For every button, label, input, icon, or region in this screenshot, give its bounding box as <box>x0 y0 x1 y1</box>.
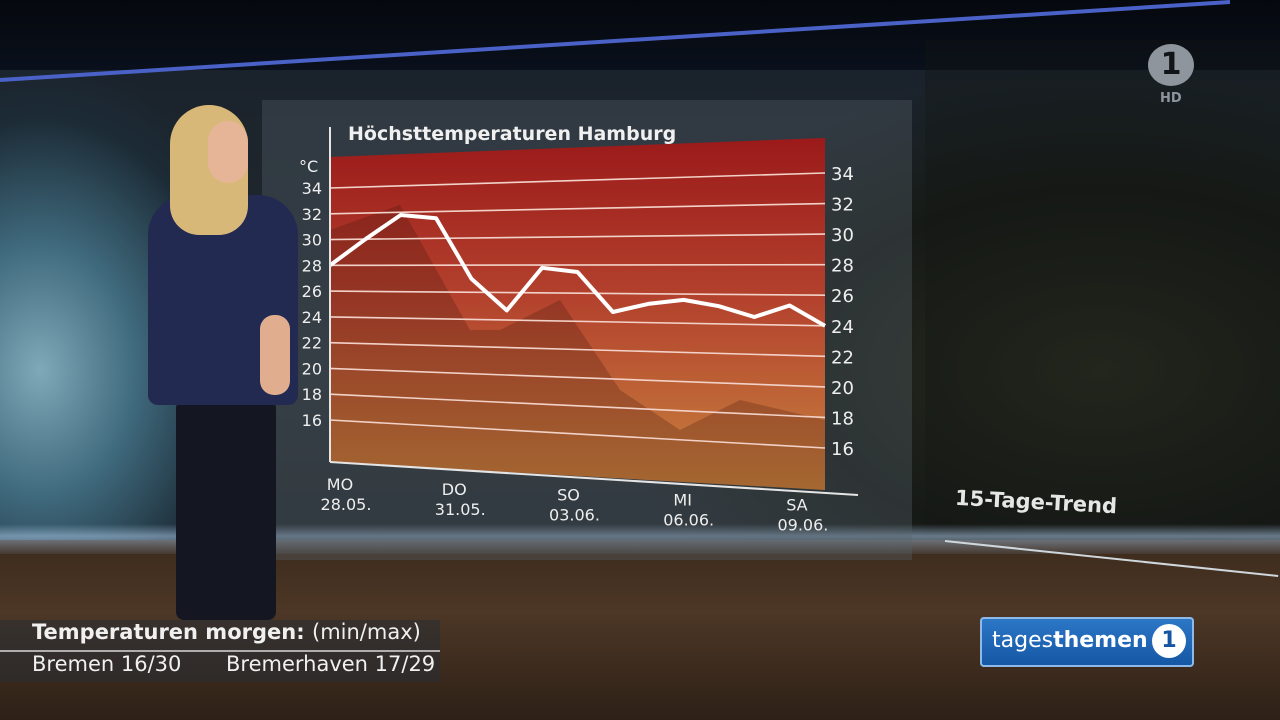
show-name-bold: themen <box>1053 628 1148 653</box>
presenter-face <box>208 121 248 183</box>
x-tick-day-2: SO <box>557 485 580 504</box>
gridline-28 <box>329 263 826 267</box>
y-tick-right-34: 34 <box>831 164 854 185</box>
y-tick-left-28: 28 <box>302 256 322 275</box>
gridline-22 <box>329 341 826 358</box>
y-tick-left-20: 20 <box>302 359 322 378</box>
gridline-32 <box>329 202 826 215</box>
y-tick-right-22: 22 <box>831 347 854 368</box>
gridline-20 <box>329 367 826 388</box>
gridline-18 <box>329 393 826 419</box>
chart-title: Höchsttemperaturen Hamburg <box>348 123 676 145</box>
gridline-24 <box>329 316 826 327</box>
chart-shadow-band <box>330 205 825 490</box>
y-tick-right-32: 32 <box>831 195 854 216</box>
x-tick-day-1: DO <box>442 480 467 499</box>
hd-label: HD <box>1160 91 1182 106</box>
x-tick-date-1: 31.05. <box>435 500 486 519</box>
x-tick-date-0: 28.05. <box>321 495 372 514</box>
y-tick-left-18: 18 <box>302 385 322 404</box>
lower-third-heading: Temperaturen morgen: <box>32 620 305 644</box>
y-tick-left-34: 34 <box>302 179 322 198</box>
y-tick-left-26: 26 <box>302 282 322 301</box>
lower-third-divider <box>0 650 440 652</box>
trend-panel <box>925 40 1280 600</box>
ard-channel-logo: 1 <box>1148 44 1194 86</box>
city-bremerhaven: Bremerhaven 17/29 <box>226 652 436 676</box>
y-tick-left-30: 30 <box>302 231 322 250</box>
x-tick-day-0: MO <box>327 475 353 494</box>
gridline-26 <box>329 290 826 297</box>
y-tick-right-28: 28 <box>831 256 854 277</box>
y-tick-right-26: 26 <box>831 286 854 307</box>
lower-third-unit: (min/max) <box>312 620 421 644</box>
y-tick-right-20: 20 <box>831 378 854 399</box>
y-tick-left-16: 16 <box>302 411 322 430</box>
y-tick-left-22: 22 <box>302 334 322 353</box>
chart-plot-area <box>330 138 825 490</box>
presenter <box>140 105 320 625</box>
y-tick-right-18: 18 <box>831 408 854 429</box>
x-tick-day-3: MI <box>673 490 692 509</box>
x-tick-day-4: SA <box>786 496 807 515</box>
tagesthemen-wordmark: tagesthemen <box>992 628 1148 653</box>
y-tick-left-32: 32 <box>302 205 322 224</box>
gridline-16 <box>329 419 826 449</box>
x-tick-date-2: 03.06. <box>549 505 600 524</box>
studio-light-line <box>0 0 1231 82</box>
y-tick-right-16: 16 <box>831 439 854 460</box>
y-axis-unit: °C <box>299 157 318 176</box>
y-tick-left-24: 24 <box>302 308 322 327</box>
y-tick-right-30: 30 <box>831 225 854 246</box>
presenter-legs <box>176 400 276 620</box>
x-axis <box>329 461 859 496</box>
gridline-30 <box>329 233 826 241</box>
presenter-hand <box>260 315 290 395</box>
x-tick-date-4: 09.06. <box>777 516 828 535</box>
x-tick-date-3: 06.06. <box>663 510 714 529</box>
gridline-34 <box>329 172 826 189</box>
show-name-light: tages <box>992 628 1054 653</box>
city-bremen: Bremen 16/30 <box>32 652 182 676</box>
y-tick-right-24: 24 <box>831 317 854 338</box>
tagesthemen-logo: 1 <box>1152 624 1186 658</box>
series-line-max-temp <box>328 213 826 328</box>
